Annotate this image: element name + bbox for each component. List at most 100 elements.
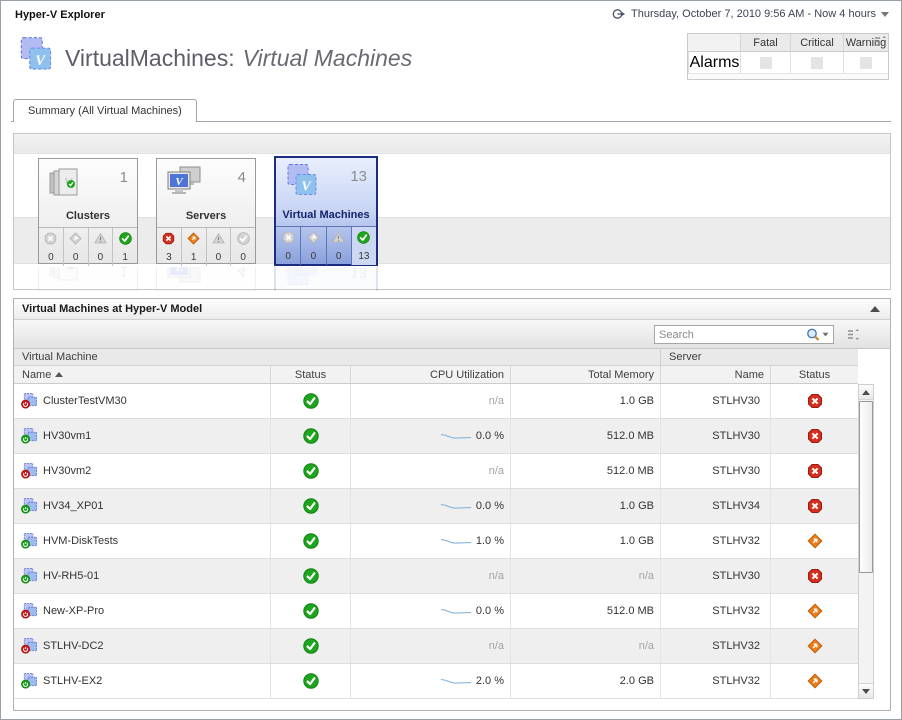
cpu-value: n/a — [488, 395, 504, 407]
tile[interactable]: V V V 1 — [38, 158, 138, 266]
cpu-value: 1.0 % — [475, 535, 504, 547]
critical-icon — [187, 232, 200, 245]
page-title-suffix: Virtual Machines — [242, 45, 413, 71]
table-row[interactable]: STLHV-DC2 — [14, 629, 858, 664]
tiles-top-band — [14, 134, 890, 154]
server-name: STLHV34 — [712, 500, 760, 512]
alarms-customizer-icon[interactable] — [874, 35, 887, 53]
vm-icon — [21, 568, 38, 584]
svg-text:V: V — [175, 267, 184, 273]
critical-count: 0 — [72, 252, 79, 263]
cpu-value: n/a — [488, 640, 504, 652]
critical-count: 0 — [310, 251, 317, 262]
server-name: STLHV30 — [712, 395, 760, 407]
column-header-server-status[interactable]: Status — [798, 368, 831, 381]
table-row[interactable]: HV30vm2 — [14, 454, 858, 489]
scroll-down-button[interactable] — [859, 683, 873, 698]
table-row[interactable]: HV-RH5-01 — [14, 559, 858, 594]
vm-status-icon — [302, 673, 319, 689]
warning-icon — [332, 231, 346, 244]
time-range-caret-icon[interactable] — [881, 11, 889, 17]
tile-status-row: 0 0 0 1 — [39, 227, 137, 266]
tile-count: 1 — [119, 169, 128, 186]
memory-value: 1.0 GB — [619, 535, 654, 547]
cpu-value: 0.0 % — [475, 605, 504, 617]
tiles-row: V V V 1 — [38, 156, 378, 266]
cpu-value: n/a — [488, 570, 504, 582]
tile-status-row: 3 1 0 0 — [157, 227, 255, 266]
column-header-status[interactable]: Status — [271, 366, 351, 383]
server-name: STLHV32 — [712, 675, 760, 687]
vm-status-icon — [302, 393, 319, 409]
column-header-server-name[interactable]: Name — [661, 366, 771, 383]
group-header-server: Server — [669, 351, 702, 363]
vm-name: STLHV-EX2 — [43, 675, 103, 687]
column-header-cpu-utilization[interactable]: CPU Utilization — [351, 366, 511, 383]
vm-name: HV30vm2 — [43, 465, 92, 477]
tile-critical-cell: 1 — [180, 228, 206, 266]
normal-icon — [236, 232, 250, 245]
critical-icon — [307, 231, 320, 244]
table-row[interactable]: New-XP-Pro — [14, 594, 858, 629]
tile-warning-cell: 0 — [205, 228, 231, 266]
scrollbar-thumb[interactable] — [859, 401, 873, 573]
vm-status-icon — [302, 603, 319, 619]
panel-title-bar: Virtual Machines at Hyper-V Model — [14, 299, 890, 320]
tile-icon: V V V — [44, 164, 88, 202]
tile-status-row: 0 0 0 13 — [276, 226, 376, 265]
fatal-count: 0 — [285, 251, 291, 262]
server-status-icon — [807, 428, 823, 444]
cpu-value: 0.0 % — [475, 430, 504, 442]
scroll-up-button[interactable] — [859, 385, 873, 400]
table-row[interactable]: HVM-DiskTests — [14, 524, 858, 559]
server-status-icon — [807, 463, 823, 479]
table-column-header: Name Status CPU Utilization Total Memory… — [14, 366, 858, 384]
tile-icon: V V V — [281, 163, 325, 201]
table-customizer-icon[interactable] — [847, 328, 860, 346]
alarms-critical-cell[interactable] — [790, 52, 843, 73]
column-header-name[interactable]: Name — [14, 366, 271, 383]
vm-status-icon — [302, 463, 319, 479]
critical-icon — [69, 232, 82, 245]
column-header-total-memory[interactable]: Total Memory — [511, 366, 661, 383]
tile-label: Servers — [185, 210, 227, 222]
tile-count: 4 — [237, 169, 246, 186]
group-header-virtual-machine: Virtual Machine — [14, 349, 661, 365]
normal-icon — [357, 231, 371, 244]
vertical-scrollbar[interactable] — [858, 384, 874, 699]
alarms-fatal-cell[interactable] — [740, 52, 790, 73]
app-title: Hyper-V Explorer — [15, 9, 105, 21]
memory-value: 1.0 GB — [619, 500, 654, 512]
memory-value: 1.0 GB — [619, 395, 654, 407]
alarms-warning-cell[interactable] — [843, 52, 888, 73]
cpu-value: 2.0 % — [475, 675, 504, 687]
fatal-icon — [44, 232, 57, 245]
table-row[interactable]: HV30vm1 — [14, 419, 858, 454]
server-name: STLHV32 — [712, 535, 760, 547]
server-name: STLHV32 — [712, 605, 760, 617]
normal-icon — [118, 232, 132, 245]
alarms-header-critical: Critical — [790, 34, 843, 52]
search-icon[interactable] — [804, 327, 833, 342]
svg-text:V: V — [301, 267, 312, 270]
warning-icon — [93, 232, 107, 245]
time-range-control[interactable]: Thursday, October 7, 2010 9:56 AM - Now … — [612, 7, 889, 21]
table-row[interactable]: STLHV-EX2 — [14, 664, 858, 699]
table-row[interactable]: HV34_XP01 — [14, 489, 858, 524]
svg-text:V: V — [35, 53, 46, 69]
search-input[interactable] — [655, 328, 804, 341]
tile[interactable]: V V V 13 — [274, 156, 378, 266]
memory-value: n/a — [638, 570, 654, 582]
panel-collapse-icon[interactable] — [870, 306, 880, 312]
server-status-icon — [807, 498, 823, 514]
tile[interactable]: V V V 4 — [156, 158, 256, 266]
tile-warning-cell: 0 — [87, 228, 113, 266]
server-name: STLHV30 — [712, 430, 760, 442]
page-title: VirtualMachines: Virtual Machines — [65, 45, 412, 72]
alarms-header-warning: Warning — [843, 34, 888, 52]
table-row[interactable]: ClusterTestVM30 — [14, 384, 858, 419]
server-status-icon — [807, 673, 823, 689]
memory-value: 2.0 GB — [619, 675, 654, 687]
tab-summary-all-virtual-machines[interactable]: Summary (All Virtual Machines) — [13, 99, 197, 122]
alarms-bottom-strip — [688, 73, 888, 79]
